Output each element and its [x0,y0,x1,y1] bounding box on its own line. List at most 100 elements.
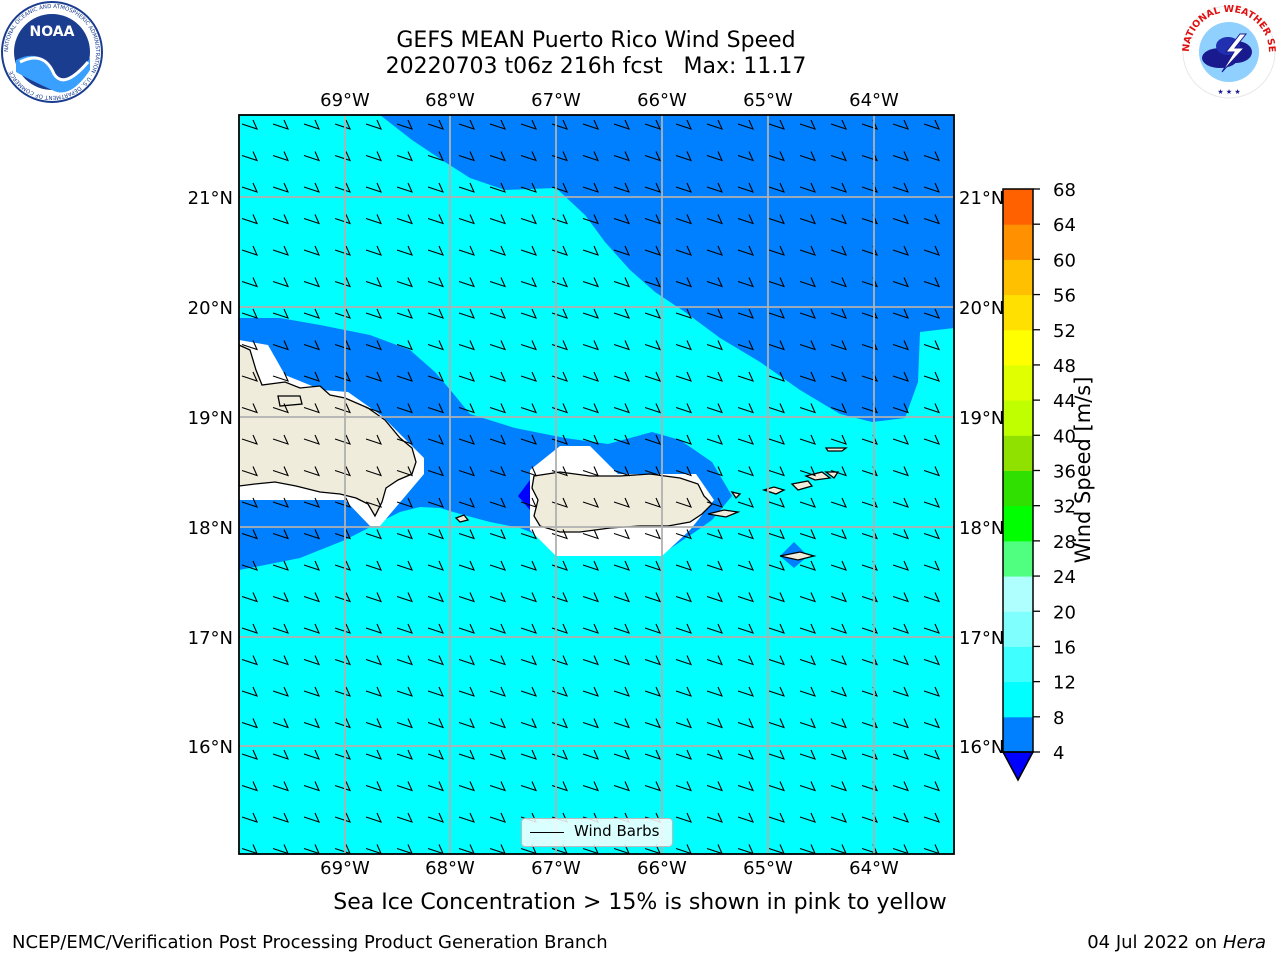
lon-label: 69°W [320,90,370,111]
wind-barb [241,119,259,130]
wind-barb [923,812,941,823]
wind-barb [334,623,352,634]
wind-barb [489,749,507,760]
wind-barb [458,623,476,634]
land-culebra [730,490,742,500]
wind-barb [613,623,631,634]
land-puerto-rico [531,471,713,533]
wind-barb [644,686,662,697]
wind-barb [706,781,724,792]
wind-barb [706,529,724,540]
wind-barb [737,497,755,508]
wind-barb [272,308,290,319]
wind-barb [520,560,538,571]
wind-barb [923,623,941,634]
wind-barb [675,214,693,225]
lon-label: 68°W [425,90,475,111]
wind-barb [582,466,600,477]
wind-barb [675,434,693,445]
wind-barb [799,403,817,414]
wind-barb [551,371,569,382]
colorbar-segment [1003,611,1033,647]
wind-barb [582,655,600,666]
wind-barb [520,434,538,445]
wind-barb [551,182,569,193]
wind-barb [396,529,414,540]
wind-barb [396,686,414,697]
wind-barb [272,182,290,193]
wind-barb [520,151,538,162]
colorbar-segment [1003,329,1033,366]
wind-barb [427,686,445,697]
wind-barb [365,434,383,445]
wind-barb [923,497,941,508]
wind-barb [489,340,507,351]
colorbar-segment [1003,294,1033,331]
wind-barb [644,497,662,508]
wind-barbs-legend: Wind Barbs [521,818,673,847]
colorbar-tick-label: 64 [1053,215,1076,236]
wind-barb [272,718,290,729]
map-frame [238,114,955,855]
lon-label: 66°W [637,90,687,111]
wind-barb [613,182,631,193]
wind-barb [768,655,786,666]
lon-labels-top: 69°W 68°W 67°W 66°W 65°W 64°W [320,90,899,111]
wind-barb [241,214,259,225]
sea-dark-region-north [380,115,954,422]
wind-barb [427,529,445,540]
wind-barb [675,277,693,288]
wind-barb [613,529,631,540]
wind-barb [365,371,383,382]
wind-barb [272,245,290,256]
wind-barb [737,655,755,666]
noaa-logo: NOAA NATIONAL OCEANIC AND ATMOSPHERIC AD… [1,1,103,103]
wind-barb [768,812,786,823]
wind-barb [830,277,848,288]
wind-barb [799,560,817,571]
wind-barb [644,182,662,193]
wind-barb [582,781,600,792]
wind-barb [303,434,321,445]
wind-barb [737,182,755,193]
lon-label: 66°W [637,858,687,879]
wind-barb [582,119,600,130]
wind-barb [241,592,259,603]
wind-barb [582,340,600,351]
colorbar-tick-label: 8 [1053,708,1064,729]
wind-barb [334,781,352,792]
wind-barb [582,434,600,445]
wind-barb [768,371,786,382]
lon-label: 67°W [531,90,581,111]
wind-barb [675,308,693,319]
wind-barb [427,182,445,193]
wind-barb [458,686,476,697]
wind-barb [613,214,631,225]
wind-barb [334,529,352,540]
nws-logo: NATIONAL WEATHER SERVICE ★ ★ ★ [1178,0,1277,99]
wind-barb [303,655,321,666]
wind-barb [892,434,910,445]
wind-barb [675,749,693,760]
wind-barb [303,718,321,729]
lat-labels-left: 21°N 20°N 19°N 18°N 17°N 16°N [188,188,233,758]
svg-text:★ ★ ★: ★ ★ ★ [1217,88,1240,96]
wind-barb [427,403,445,414]
wind-barb [272,781,290,792]
wind-barb [396,119,414,130]
map-subtitle: 20220703 t06z 216h fcst Max: 11.17 [385,54,807,79]
wind-barb [799,277,817,288]
land-anegada [824,447,848,452]
wind-barb [613,655,631,666]
wind-barb [334,812,352,823]
wind-barb [241,686,259,697]
wind-barb [427,466,445,477]
wind-barb [737,308,755,319]
wind-barb [892,119,910,130]
wind-barb [675,529,693,540]
wind-barb [706,245,724,256]
wind-barb [551,497,569,508]
wind-barb [613,340,631,351]
wind-barb [582,718,600,729]
wind-barb [303,151,321,162]
